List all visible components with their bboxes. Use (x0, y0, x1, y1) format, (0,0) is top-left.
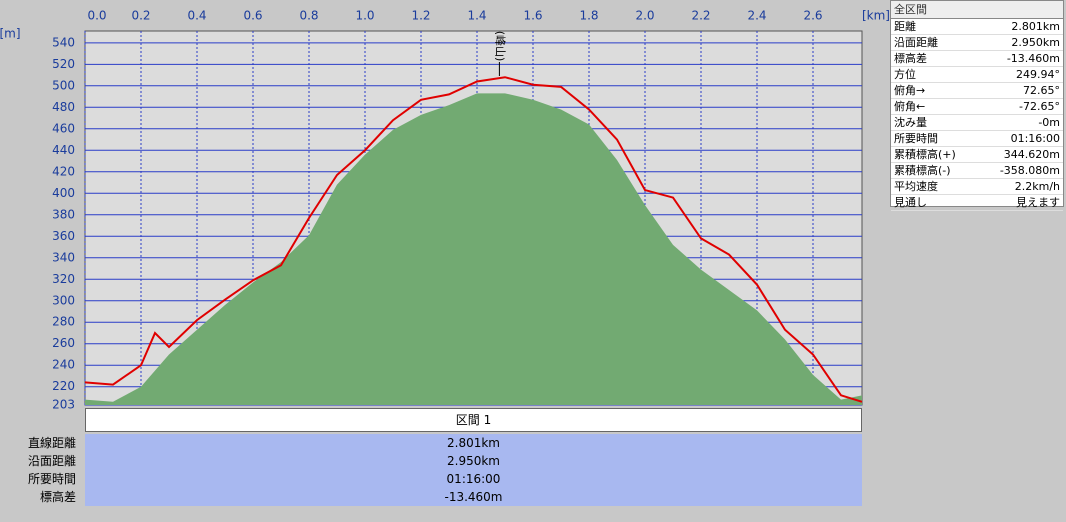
peak-label: (峰山) (493, 31, 506, 62)
panel-label: 方位 (894, 68, 916, 81)
x-tick-label: 2.2 (691, 9, 710, 23)
panel-row: 沿面距離 2.950km (891, 35, 1063, 51)
panel-row: 俯角← -72.65° (891, 99, 1063, 115)
y-tick-label: 203 (52, 398, 75, 412)
panel-label: 沿面距離 (894, 36, 938, 49)
x-tick-label: 0.6 (243, 9, 262, 23)
panel-title: 全区間 (891, 1, 1063, 19)
y-tick-label: 260 (52, 336, 75, 350)
panel-row: 見通し 見えます (891, 195, 1063, 211)
y-tick-label: 500 (52, 78, 75, 92)
panel-row: 所要時間 01:16:00 (891, 131, 1063, 147)
panel-row: 標高差 -13.460m (891, 51, 1063, 67)
y-tick-label: 380 (52, 207, 75, 221)
panel-value: -0m (1038, 116, 1060, 129)
x-tick-label: 2.6 (803, 9, 822, 23)
panel-value: 72.65° (1023, 84, 1060, 97)
y-tick-label: 540 (52, 35, 75, 49)
section-title: 区間 1 (85, 408, 862, 432)
x-tick-label: 0.2 (131, 9, 150, 23)
panel-row: 距離 2.801km (891, 19, 1063, 35)
panel-value: 249.94° (1016, 68, 1060, 81)
panel-value: 344.620m (1003, 148, 1060, 161)
section-label: 所要時間 (27, 472, 76, 486)
x-tick-label: 2.4 (747, 9, 766, 23)
panel-label: 所要時間 (894, 132, 938, 145)
y-tick-label: 480 (52, 100, 75, 114)
x-tick-label: 0.8 (299, 9, 318, 23)
y-tick-label: 420 (52, 164, 75, 178)
panel-row: 累積標高(+) 344.620m (891, 147, 1063, 163)
panel-label: 俯角→ (894, 84, 926, 97)
x-tick-label: 1.6 (523, 9, 542, 23)
y-unit: [m] (0, 27, 21, 41)
panel-row: 平均速度 2.2km/h (891, 179, 1063, 195)
y-tick-label: 360 (52, 229, 75, 243)
summary-panel: 全区間 距離 2.801km 沿面距離 2.950km 標高差 -13.460m 方位 249.… (890, 0, 1064, 211)
section-value: 2.950km (85, 452, 862, 470)
panel-row: 俯角→ 72.65° (891, 83, 1063, 99)
panel-value: 2.2km/h (1014, 180, 1060, 193)
x-tick-label: 1.2 (411, 9, 430, 23)
panel-value: 01:16:00 (1010, 132, 1060, 145)
y-tick-label: 340 (52, 250, 75, 264)
panel-label: 標高差 (894, 52, 927, 65)
x-unit: [km] (862, 9, 890, 23)
section-value: 01:16:00 (85, 470, 862, 488)
y-tick-label: 280 (52, 315, 75, 329)
x-tick-label: 2.0 (635, 9, 654, 23)
section-label: 沿面距離 (27, 454, 76, 468)
x-tick-label: 1.8 (579, 9, 598, 23)
x-tick-label: 0.4 (187, 9, 206, 23)
x-tick-label: 1.0 (355, 9, 374, 23)
panel-value: 2.801km (1011, 20, 1060, 33)
y-tick-label: 240 (52, 358, 75, 372)
track-line (84, 76, 863, 403)
panel-value: 2.950km (1011, 36, 1060, 49)
panel-label: 沈み量 (894, 116, 927, 129)
x-tick-label: 1.4 (467, 9, 486, 23)
panel-label: 平均速度 (894, 180, 938, 193)
y-tick-label: 520 (52, 57, 75, 71)
panel-label: 距離 (894, 20, 916, 33)
panel-label: 累積標高(+) (894, 148, 956, 161)
panel-value: -72.65° (1019, 100, 1060, 113)
panel-row: 沈み量 -0m (891, 115, 1063, 131)
panel-label: 俯角← (894, 100, 926, 113)
panel-row: 方位 249.94° (891, 67, 1063, 83)
y-tick-label: 400 (52, 186, 75, 200)
y-tick-label: 300 (52, 293, 75, 307)
y-tick-label: 460 (52, 121, 75, 135)
y-tick-label: 320 (52, 272, 75, 286)
y-tick-label: 440 (52, 143, 75, 157)
panel-label: 累積標高(-) (894, 164, 951, 177)
panel-value: 見えます (1016, 196, 1060, 209)
panel-value: -13.460m (1006, 52, 1060, 65)
y-tick-label: 220 (52, 379, 75, 393)
section-label: 標高差 (39, 490, 76, 504)
section-value: -13.460m (85, 488, 862, 506)
section-label: 直線距離 (27, 436, 76, 450)
section-value: 2.801km (85, 434, 862, 452)
x-tick-label: 0.0 (87, 9, 106, 23)
terrain-area (85, 93, 862, 405)
panel-row: 累積標高(-) -358.080m (891, 163, 1063, 179)
panel-value: -358.080m (999, 164, 1060, 177)
panel-label: 見通し (894, 196, 927, 209)
